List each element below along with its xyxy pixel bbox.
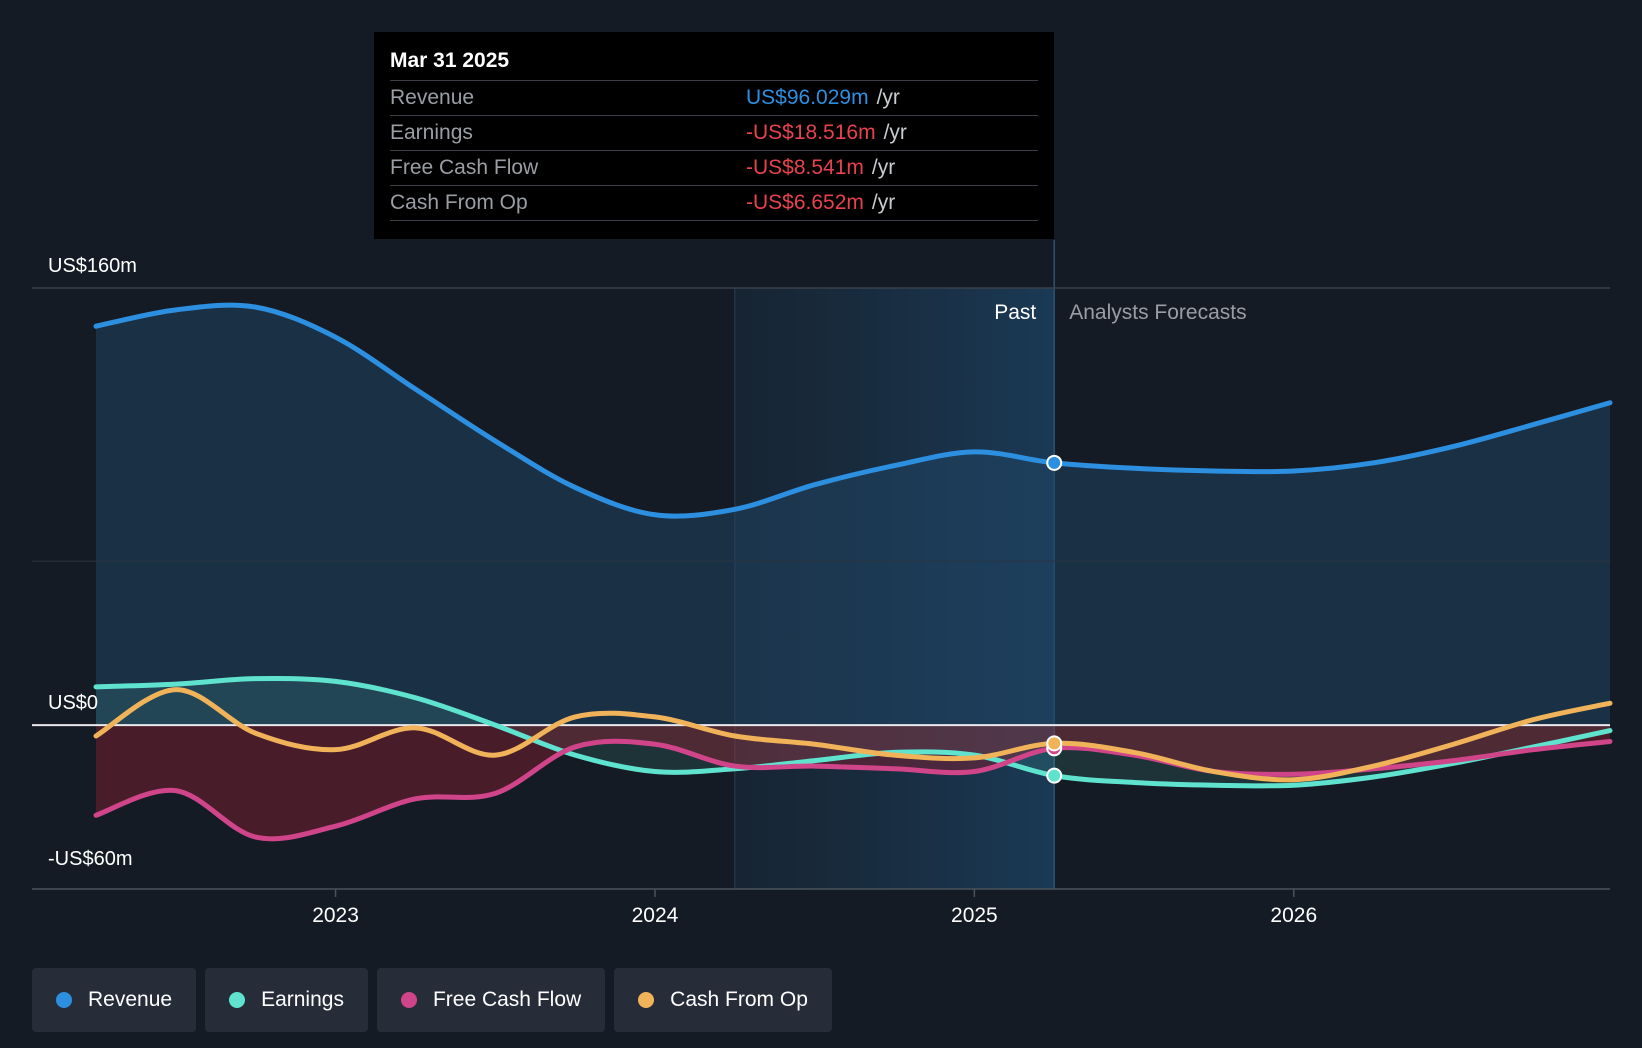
legend-item-free-cash-flow[interactable]: Free Cash Flow (376, 968, 606, 1032)
tooltip-unit: /yr (871, 156, 896, 179)
legend-item-cash-from-op[interactable]: Cash From Op (614, 968, 832, 1032)
tooltip-value: -US$6.652m (746, 191, 864, 214)
x-tick-label: 2025 (951, 904, 998, 927)
tooltip-unit: /yr (876, 86, 900, 109)
tooltip-label: Revenue (390, 86, 475, 109)
tooltip-unit: /yr (871, 191, 896, 214)
tooltip-value: US$96.029m (746, 86, 869, 109)
legend-dot-icon (400, 992, 417, 1008)
earnings-area (96, 678, 1610, 786)
revenue-line (93, 302, 1613, 519)
legend: Revenue Earnings Free Cash Flow Cash Fro… (32, 968, 832, 1032)
tooltip-unit: /yr (883, 121, 907, 144)
y-tick-label: -US$60m (48, 848, 132, 870)
tooltip: Mar 31 2025 Revenue US$96.029m /yr Earni… (374, 32, 1054, 239)
tooltip-label: Free Cash Flow (390, 156, 539, 179)
tooltip-row-cash-from-op: Cash From Op -US$6.652m /yr (390, 185, 1038, 221)
legend-dot-icon (229, 992, 246, 1008)
legend-label: Cash From Op (670, 988, 808, 1011)
x-tick-label: 2026 (1270, 904, 1317, 927)
legend-item-earnings[interactable]: Earnings (205, 968, 368, 1032)
legend-item-revenue[interactable]: Revenue (32, 968, 197, 1032)
tooltip-value: -US$18.516m (746, 121, 876, 144)
tooltip-row-earnings: Earnings -US$18.516m /yr (390, 115, 1038, 150)
tooltip-value: -US$8.541m (746, 156, 864, 179)
earnings-line (93, 675, 1613, 789)
legend-label: Free Cash Flow (432, 988, 582, 1011)
y-tick-label: US$0 (48, 692, 98, 714)
earnings-marker (1046, 767, 1063, 784)
legend-dot-icon (638, 992, 655, 1008)
y-tick-label: US$160m (48, 255, 137, 277)
tooltip-label: Earnings (390, 121, 473, 144)
tooltip-row-free-cash-flow: Free Cash Flow -US$8.541m /yr (390, 150, 1038, 185)
revenue-area (96, 305, 1610, 726)
tooltip-label: Cash From Op (390, 191, 528, 214)
tooltip-row-revenue: Revenue US$96.029m /yr (390, 80, 1038, 115)
past-label: Past (994, 301, 1036, 324)
x-tick-label: 2024 (632, 904, 679, 927)
legend-label: Earnings (261, 988, 344, 1011)
legend-dot-icon (56, 992, 72, 1008)
cash-from-op-line (93, 687, 1613, 783)
legend-label: Revenue (88, 988, 173, 1011)
x-tick-label: 2023 (312, 904, 359, 927)
cash-from-op-marker (1046, 735, 1063, 752)
revenue-marker (1046, 454, 1063, 471)
forecast-label: Analysts Forecasts (1069, 301, 1246, 324)
tooltip-date: Mar 31 2025 (390, 49, 510, 72)
